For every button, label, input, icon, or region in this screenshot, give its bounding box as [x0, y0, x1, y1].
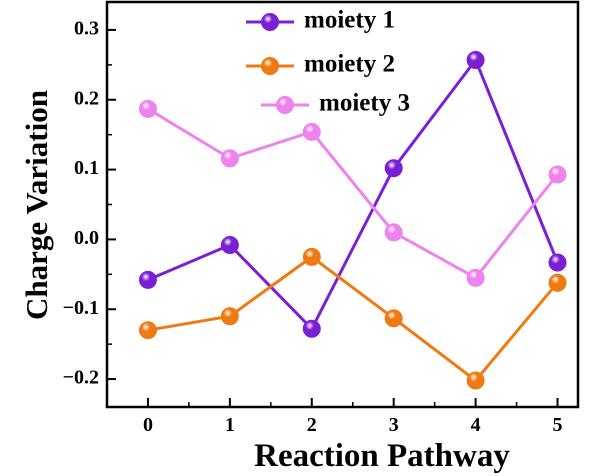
legend-label: moiety 1 — [304, 7, 395, 34]
y-tick-label: −0.2 — [63, 367, 99, 389]
data-point — [138, 321, 157, 340]
legend-marker — [261, 57, 279, 75]
series-line — [147, 255, 559, 383]
x-axis: 0 1 2 3 4 5 — [143, 398, 563, 436]
data-point — [302, 247, 321, 266]
data-point — [302, 319, 321, 338]
y-axis: −0.2 −0.1 0.0 0.1 0.2 0.3 — [63, 18, 116, 389]
data-point — [548, 165, 567, 184]
y-tick-label: 0.1 — [74, 157, 99, 179]
data-point — [302, 122, 321, 141]
data-point — [220, 307, 239, 326]
data-point — [138, 99, 157, 118]
legend-item: moiety 2 — [246, 51, 395, 78]
legend-marker — [276, 96, 294, 114]
data-point — [466, 371, 485, 390]
legend-marker — [261, 13, 279, 31]
x-tick-label: 1 — [225, 414, 235, 436]
y-tick-label: −0.1 — [63, 297, 99, 319]
legend-item: moiety 3 — [261, 90, 410, 117]
y-tick-label: 0.3 — [74, 18, 99, 40]
series-1 — [138, 50, 567, 338]
x-tick-label: 3 — [389, 414, 399, 436]
legend-label: moiety 2 — [304, 51, 395, 78]
data-point — [384, 223, 403, 242]
x-axis-title: Reaction Pathway — [254, 438, 510, 474]
legend-item: moiety 1 — [246, 7, 395, 34]
data-point — [138, 270, 157, 289]
data-point — [548, 253, 567, 272]
y-axis-title: Charge Variation — [19, 90, 54, 320]
x-tick-label: 5 — [553, 414, 563, 436]
data-point — [384, 159, 403, 178]
data-point — [466, 268, 485, 287]
x-tick-label: 0 — [143, 414, 153, 436]
data-point — [548, 273, 567, 292]
legend: moiety 1 moiety 2 moiety 3 — [246, 7, 410, 117]
x-tick-label: 2 — [307, 414, 317, 436]
data-point — [220, 236, 239, 254]
data-point — [384, 309, 403, 328]
legend-label: moiety 3 — [319, 90, 410, 117]
series-line — [147, 56, 559, 332]
series-layer — [138, 50, 567, 390]
y-tick-label: 0.2 — [74, 87, 99, 109]
series-2 — [138, 247, 567, 390]
data-point — [220, 149, 239, 168]
x-tick-label: 4 — [471, 414, 481, 436]
data-point — [466, 50, 485, 69]
y-tick-label: 0.0 — [74, 227, 99, 249]
series-3 — [138, 99, 567, 287]
series-line — [147, 107, 559, 280]
